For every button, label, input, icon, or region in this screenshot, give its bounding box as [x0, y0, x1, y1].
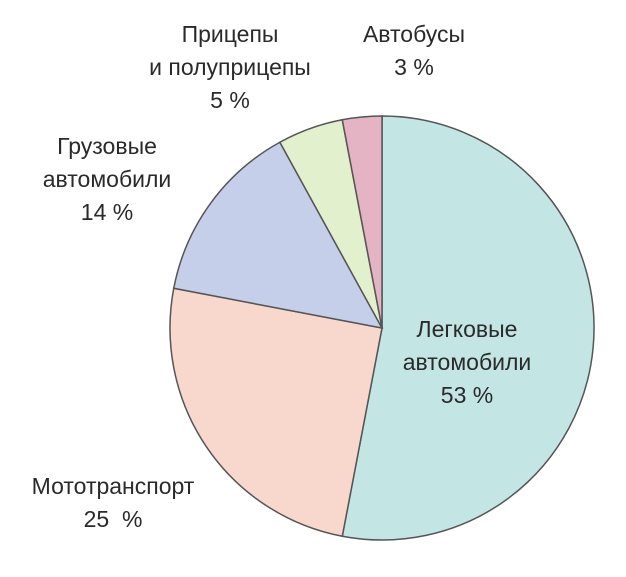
pie-slice-1 — [169, 287, 383, 538]
slice-label-line: Автобусы — [363, 21, 465, 47]
pie-slice-0 — [341, 115, 595, 541]
slice-label-line: 5 % — [210, 87, 250, 113]
slice-label-line: 3 % — [394, 54, 434, 80]
slice-label-line: автомобили — [43, 166, 171, 192]
pie-slice-4 — [341, 115, 383, 329]
slice-label-2: Грузовые автомобили 14 % — [43, 133, 171, 225]
slice-label-3: Прицепы и полуприцепы 5 % — [149, 21, 311, 113]
slice-label-line: 14 % — [81, 199, 133, 225]
pie-slice-2 — [172, 141, 384, 330]
slice-label-4: Автобусы 3 % — [363, 21, 465, 80]
slice-label-0: Легковые автомобили 53 % — [403, 316, 531, 408]
pie-labels: Легковые автомобили 53 % Мототранспорт 25 % Г… — [32, 21, 532, 532]
slice-label-line: Мототранспорт — [32, 473, 195, 499]
pie-slices — [169, 115, 595, 541]
slice-label-line: Легковые — [417, 316, 518, 342]
slice-label-line: автомобили — [403, 349, 531, 375]
slice-label-line: 53 % — [441, 382, 493, 408]
slice-label-line: 25 % — [84, 506, 143, 532]
slice-label-line: и полуприцепы — [149, 54, 311, 80]
slice-label-line: Прицепы — [182, 21, 279, 47]
slice-label-1: Мототранспорт 25 % — [32, 473, 195, 532]
slice-label-line: Грузовые — [57, 133, 157, 159]
